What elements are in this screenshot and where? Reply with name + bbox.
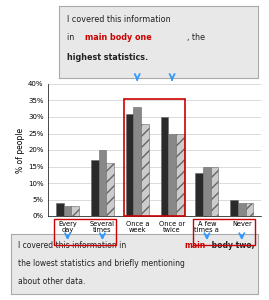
Bar <box>64 206 71 216</box>
Bar <box>203 167 211 216</box>
Text: main body one: main body one <box>85 33 152 42</box>
Text: body two,: body two, <box>209 241 254 250</box>
Bar <box>230 200 238 216</box>
Bar <box>176 134 183 216</box>
Bar <box>56 203 64 216</box>
Text: , the: , the <box>187 33 205 42</box>
Bar <box>141 124 149 216</box>
Bar <box>106 163 114 216</box>
Y-axis label: % of people: % of people <box>16 128 25 172</box>
Bar <box>211 167 218 216</box>
Bar <box>168 134 176 216</box>
Text: about other data.: about other data. <box>18 277 86 286</box>
Text: highest statistics.: highest statistics. <box>67 53 148 62</box>
Bar <box>71 206 79 216</box>
Text: main: main <box>184 241 205 250</box>
Text: the lowest statistics and briefly mentioning: the lowest statistics and briefly mentio… <box>18 259 185 268</box>
Text: I covered this information: I covered this information <box>67 15 171 24</box>
Bar <box>238 203 246 216</box>
Bar <box>196 173 203 216</box>
Bar <box>98 150 106 216</box>
Bar <box>91 160 98 216</box>
Bar <box>126 114 133 216</box>
Bar <box>246 203 253 216</box>
Bar <box>133 107 141 216</box>
Text: I covered this information in: I covered this information in <box>18 241 129 250</box>
Bar <box>161 117 168 216</box>
Text: in: in <box>67 33 77 42</box>
